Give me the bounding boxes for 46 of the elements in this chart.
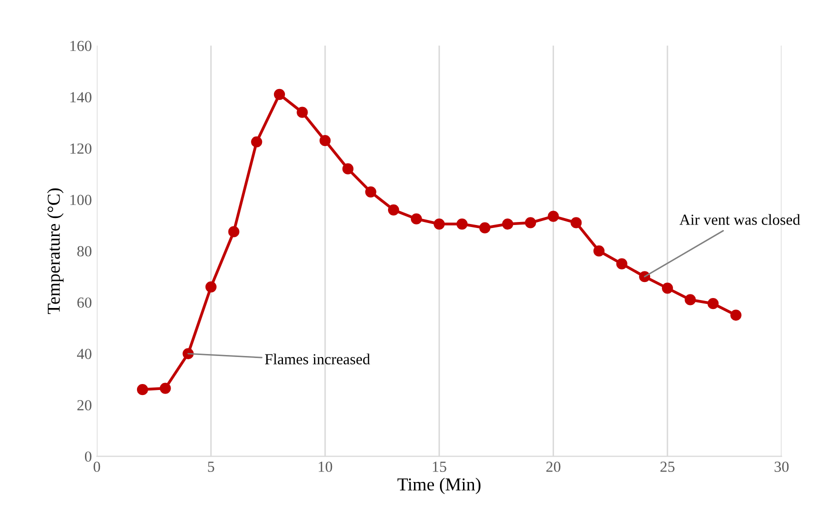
y-tick-label: 140 xyxy=(70,92,92,102)
point xyxy=(593,245,605,257)
x-tick-label: 5 xyxy=(208,462,214,472)
y-tick-label: 20 xyxy=(77,400,92,410)
point xyxy=(662,282,673,294)
y-tick-label: 40 xyxy=(77,348,92,360)
annotation: Air vent was closed xyxy=(679,214,800,225)
point xyxy=(616,258,628,270)
x-tick-label: 0 xyxy=(94,462,100,472)
point xyxy=(136,384,148,396)
x-tick-label: 15 xyxy=(432,462,446,472)
y-axis-title: Temperature (°C) xyxy=(47,188,64,314)
point xyxy=(502,218,514,230)
point xyxy=(730,310,742,321)
point xyxy=(639,271,650,282)
point xyxy=(205,281,217,292)
x-tick-label: 10 xyxy=(318,462,332,472)
point xyxy=(228,226,240,238)
point xyxy=(524,217,536,228)
y-tick-label: 80 xyxy=(77,246,92,256)
point xyxy=(296,106,308,118)
y-tick-label: 120 xyxy=(70,143,92,154)
x-tick-label: 25 xyxy=(660,462,674,472)
point xyxy=(684,294,696,306)
point xyxy=(479,222,490,234)
point xyxy=(410,213,422,224)
point xyxy=(365,186,376,198)
x-tick-label: 20 xyxy=(546,462,560,472)
point xyxy=(342,163,354,174)
y-tick-label: 0 xyxy=(84,451,92,462)
point xyxy=(388,204,400,216)
point xyxy=(274,88,286,100)
x-tick-label: 30 xyxy=(774,462,789,472)
point xyxy=(320,135,331,146)
point xyxy=(570,217,582,228)
y-tick-label: 60 xyxy=(77,297,92,308)
point xyxy=(548,210,559,222)
point xyxy=(456,218,468,230)
point xyxy=(160,382,171,394)
y-tick-label: 100 xyxy=(70,194,92,206)
point xyxy=(708,298,719,310)
point xyxy=(434,218,445,230)
x-axis-title: Time (Min) xyxy=(397,478,480,494)
point xyxy=(251,136,262,148)
annotation: Flames increased xyxy=(264,354,370,364)
y-tick-label: 160 xyxy=(70,40,92,52)
